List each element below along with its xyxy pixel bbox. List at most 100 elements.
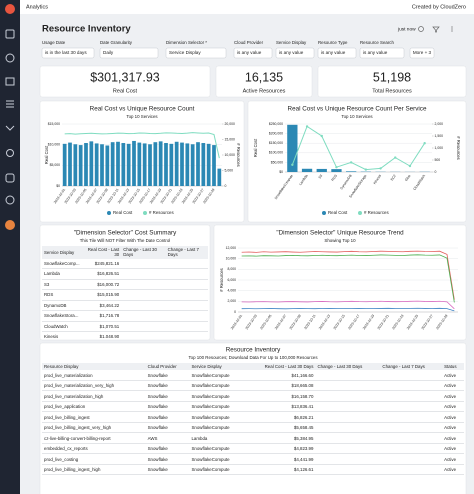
bar xyxy=(137,142,142,186)
bar xyxy=(174,141,179,186)
table-cell xyxy=(315,401,381,413)
bar xyxy=(110,142,115,186)
bar xyxy=(169,143,174,186)
filter-input[interactable] xyxy=(275,47,315,59)
column-header: Service Display xyxy=(189,363,246,371)
table-cell: SnowflakeCompute xyxy=(189,422,246,434)
toolbar-icons xyxy=(418,26,453,33)
table-cell: $5,384.95 xyxy=(245,432,316,444)
table-cell: $4,823.99 xyxy=(245,443,316,455)
table-cell xyxy=(380,432,443,444)
x-tick-label: Kinesis xyxy=(373,174,383,185)
column-header: Resource Display xyxy=(42,363,141,371)
table-cell: Active xyxy=(442,370,464,381)
table-cell xyxy=(315,453,381,465)
table-row: Lambda $16,826.51 xyxy=(42,268,208,280)
nav-settings[interactable] xyxy=(5,173,15,183)
refresh-button[interactable] xyxy=(418,26,424,32)
table-cell: cz-live-billing-convert-billing-report xyxy=(42,432,141,444)
table-cell xyxy=(165,279,208,291)
table-cell xyxy=(121,300,166,312)
cost-summary-table: Service Display Real Cost - Last 30 Change… xyxy=(42,246,208,338)
line xyxy=(291,125,426,171)
nav-list[interactable] xyxy=(6,100,14,108)
table-cell: Snowflake xyxy=(145,380,190,392)
table-cell: Kinesis xyxy=(42,331,82,338)
filter-input[interactable] xyxy=(233,47,273,59)
y-tick-label: 4,000 xyxy=(228,289,237,293)
table-row: prod_live_materialization_very_high Snowf… xyxy=(42,380,464,392)
filter-label: Resource Search xyxy=(360,40,394,45)
column-header: Cloud Provider xyxy=(145,363,190,371)
bar xyxy=(316,168,327,172)
table-cell: prod_live_application xyxy=(42,401,141,413)
breadcrumb[interactable]: Analytics xyxy=(26,4,48,10)
bar xyxy=(94,143,99,186)
table-cell: $13,836.41 xyxy=(245,401,316,413)
table-cell: SnowflakeCompute xyxy=(189,443,246,455)
user-avatar[interactable] xyxy=(5,220,15,230)
column-header: Real Cost - Last 30 Days xyxy=(245,363,316,371)
kpi-value: $301,317.93 xyxy=(90,70,160,84)
filter-input[interactable] xyxy=(359,47,405,59)
x-tick-label: RDS xyxy=(331,173,339,182)
table-cell: Active xyxy=(442,432,464,444)
row-icon xyxy=(140,380,146,392)
nav-cost[interactable] xyxy=(5,29,15,39)
table-cell xyxy=(315,422,381,434)
nav-reports[interactable] xyxy=(5,77,15,86)
bar xyxy=(78,145,83,186)
y2-tick-label: 2,000 xyxy=(435,122,444,126)
logo[interactable] xyxy=(5,4,15,14)
table-row: cz-live-billing-convert-billing-report AW… xyxy=(42,432,464,444)
nav-insights[interactable] xyxy=(5,53,15,63)
row-icon xyxy=(140,401,146,413)
table-title: Resource Inventory xyxy=(226,347,281,354)
bar xyxy=(121,143,126,186)
x-tick-label: S3 xyxy=(318,174,324,180)
y-tick-label: 8,000 xyxy=(228,267,237,271)
table-cell xyxy=(121,289,166,301)
table-cell: prod_live_billing_ingest_very_high xyxy=(42,422,141,434)
chart-subtitle: Showing Top 10 xyxy=(324,238,356,243)
table-row: prod_live_billing_ingest Snowflake Snowfla… xyxy=(42,411,464,423)
kpi-card xyxy=(215,65,313,98)
table-cell: Lambda xyxy=(42,268,82,280)
row-icon xyxy=(140,443,146,455)
filter-input[interactable] xyxy=(41,47,95,59)
created-by: Created by CloudZero xyxy=(412,4,466,10)
table-cell: Active xyxy=(442,422,464,434)
filter-input[interactable] xyxy=(165,47,227,59)
filter-input[interactable] xyxy=(317,47,357,59)
bar xyxy=(164,143,168,186)
bar xyxy=(153,142,158,186)
table-cell: SnowflakeComp... xyxy=(42,258,82,270)
table-cell xyxy=(380,411,443,423)
filter-value: is any value xyxy=(363,50,388,55)
table-cell xyxy=(380,401,443,413)
column-header: Change - Last 30 Days xyxy=(315,363,381,371)
x-tick-label: Lambda xyxy=(298,174,308,186)
line xyxy=(241,307,455,312)
bar xyxy=(89,141,94,186)
table-cell xyxy=(165,289,208,301)
nav-help[interactable] xyxy=(5,195,15,205)
table-note: This Tile Will NOT Filter With The Date … xyxy=(80,238,171,243)
legend-swatch xyxy=(107,211,111,215)
y-tick-label: 0 xyxy=(234,310,236,314)
nav-alerts[interactable] xyxy=(6,149,14,157)
page-title: Resource Inventory xyxy=(42,24,131,35)
legend-swatch xyxy=(322,211,326,215)
table-cell xyxy=(121,279,166,291)
y2-tick-label: 5,000 xyxy=(225,168,234,172)
filter-button[interactable] xyxy=(432,26,440,33)
more-filters-button[interactable] xyxy=(409,47,435,59)
table-row: SnowflakeStora... $1,716.78 xyxy=(42,310,208,322)
table-cell xyxy=(380,380,443,392)
kpi-label: Active Resources xyxy=(243,88,286,94)
table-cell: $5,658.45 xyxy=(245,422,316,434)
kpi-card xyxy=(39,65,211,98)
filter-input[interactable] xyxy=(99,47,159,59)
kpi-value: 51,198 xyxy=(373,70,411,84)
nav-analytics[interactable] xyxy=(5,125,15,131)
